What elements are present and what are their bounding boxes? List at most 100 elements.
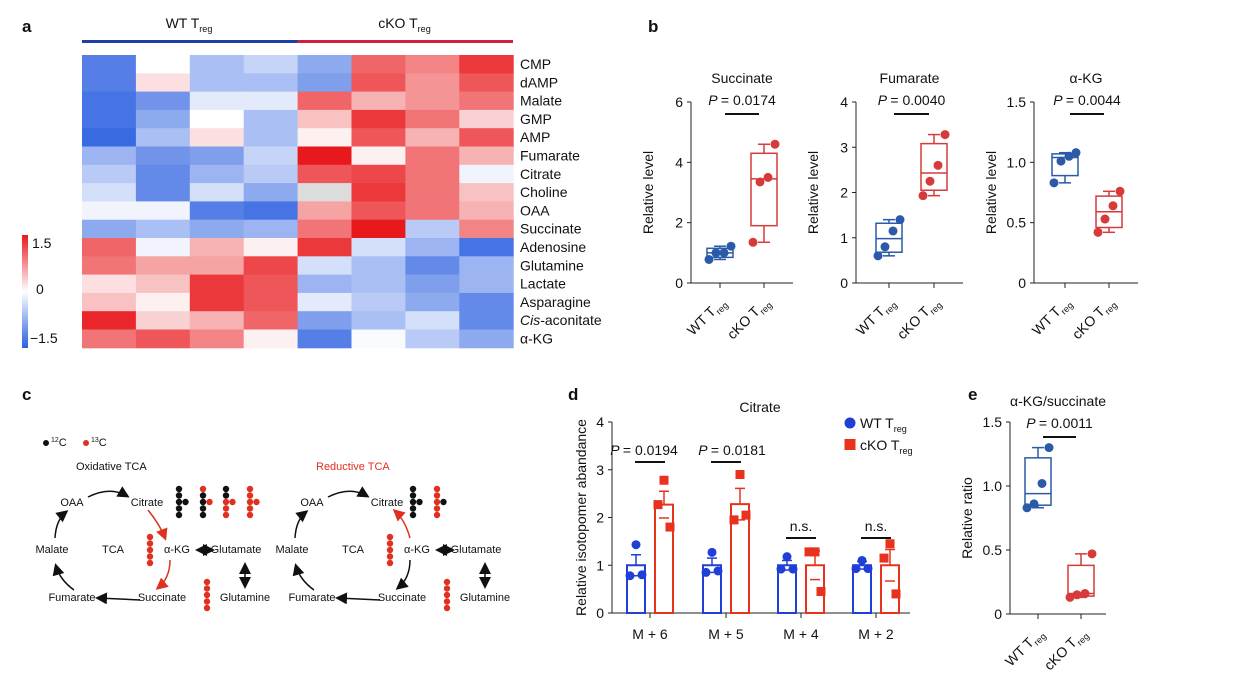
x-tick-label: cKO Treg <box>1041 625 1092 676</box>
metabolite-label: α-KG <box>164 544 190 556</box>
heatmap-cell <box>297 329 352 349</box>
data-point <box>653 500 663 510</box>
carbon-atom <box>409 505 417 512</box>
data-point <box>631 540 641 550</box>
metabolite-label: Succinate <box>138 592 186 604</box>
heatmap-cell <box>405 256 460 276</box>
metabolite-label: Fumarate <box>48 592 95 604</box>
x-tick-label: M + 5 <box>708 626 744 642</box>
x-tick-label: M + 4 <box>783 626 819 642</box>
data-point <box>741 510 751 520</box>
heatmap-row-label: AMP <box>520 129 550 145</box>
heatmap-cell <box>135 91 191 111</box>
data-point <box>1115 186 1125 196</box>
carbon-atom <box>175 485 183 493</box>
arrow <box>292 563 315 591</box>
heatmap-cell <box>351 91 406 111</box>
data-point <box>880 242 890 252</box>
heatmap-cell <box>189 109 245 129</box>
heatmap-cell <box>82 311 137 330</box>
heatmap-cell <box>243 55 299 74</box>
colorbar-tick: −1.5 <box>30 330 58 346</box>
carbon-atom <box>146 533 154 541</box>
carbon-12-icon <box>43 440 49 446</box>
data-point <box>1029 499 1039 509</box>
data-point <box>1108 201 1118 211</box>
y-tick-label: 4 <box>675 154 683 170</box>
plot-title: Succinate <box>711 70 773 86</box>
carbon-atom <box>222 492 230 499</box>
heatmap-cell <box>459 146 514 166</box>
arrow <box>335 592 381 605</box>
heatmap-cell <box>297 274 352 294</box>
data-point <box>748 237 758 247</box>
heatmap-cell <box>243 128 299 147</box>
data-point <box>891 589 901 599</box>
heatmap-cell <box>405 292 460 312</box>
data-point <box>1071 148 1081 158</box>
heatmap-row-label: Choline <box>520 184 568 200</box>
heatmap-cell <box>243 146 299 166</box>
heatmap-cell <box>243 109 299 129</box>
heatmap-cell <box>135 274 191 294</box>
heatmap-cell <box>405 201 460 221</box>
heatmap-cell <box>82 73 137 93</box>
y-tick-label: 2 <box>675 215 683 231</box>
heatmap-cell <box>135 238 191 257</box>
metabolite-label: TCA <box>102 544 125 556</box>
heatmap-cell <box>459 73 514 93</box>
heatmap-cell <box>135 256 191 276</box>
carbon-atom <box>203 598 211 605</box>
data-point <box>879 553 889 563</box>
y-tick-label: 1 <box>596 557 604 573</box>
heatmap-cell <box>82 201 137 221</box>
heatmap-cell <box>351 73 406 93</box>
heatmap-group-bar <box>297 40 513 43</box>
pathway-title: Oxidative TCA <box>76 461 147 473</box>
heatmap-cell <box>351 274 406 294</box>
heatmap-cell <box>351 109 406 129</box>
carbon-atom <box>203 578 211 586</box>
carbon-atom <box>433 505 441 512</box>
heatmap-cell <box>405 91 460 111</box>
heatmap-cell <box>189 311 245 330</box>
data-point <box>851 564 861 574</box>
data-point <box>770 139 780 149</box>
y-tick-label: 6 <box>675 94 683 110</box>
legend-marker-cko <box>844 439 856 450</box>
y-tick-label: 0 <box>840 275 848 291</box>
data-point <box>933 160 943 170</box>
heatmap-cell <box>405 238 460 257</box>
metabolite-label: TCA <box>342 544 365 556</box>
data-point <box>729 515 739 525</box>
carbon-atom <box>443 578 451 586</box>
carbon-atom <box>443 585 451 592</box>
heatmap-cell <box>405 219 460 239</box>
heatmap-cell <box>405 55 460 74</box>
y-tick-label: 0 <box>596 605 604 621</box>
heatmap-cell <box>82 292 137 312</box>
pathway-title: Reductive TCA <box>316 461 390 473</box>
p-value: P = 0.0011 <box>1026 415 1093 431</box>
data-point <box>1087 549 1097 559</box>
heatmap-cell <box>297 292 352 312</box>
heatmap-cell <box>135 219 191 239</box>
legend-label: 13C <box>91 437 107 449</box>
heatmap-cell <box>297 128 352 147</box>
carbon-atom <box>246 485 254 493</box>
carbon-atom <box>440 498 447 506</box>
carbon-atom <box>416 498 423 506</box>
data-point <box>1049 178 1059 188</box>
heatmap-cell <box>189 292 245 312</box>
heatmap-cell <box>459 311 514 330</box>
heatmap-cell <box>82 256 137 276</box>
bar <box>880 564 900 614</box>
heatmap-cell <box>405 329 460 349</box>
carbon-atom <box>386 540 394 547</box>
metabolite-label: Fumarate <box>288 592 335 604</box>
data-point <box>1072 590 1082 600</box>
heatmap-cell <box>135 55 191 74</box>
carbon-atom <box>386 533 394 541</box>
metabolite-label: Malate <box>35 544 68 556</box>
heatmap-cell <box>135 164 191 184</box>
